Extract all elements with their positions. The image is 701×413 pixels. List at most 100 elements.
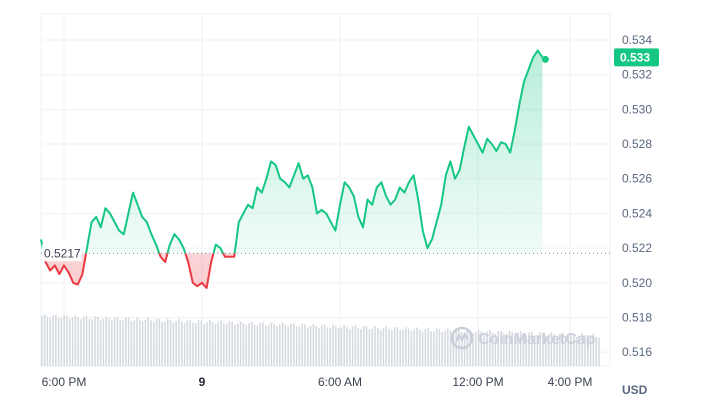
volume-bar: [242, 322, 245, 366]
volume-bar: [321, 325, 323, 366]
volume-bar: [584, 335, 586, 366]
volume-bar: [211, 322, 214, 366]
volume-bar: [217, 321, 219, 366]
volume-bar: [74, 315, 77, 366]
price-line-above-baseline: [40, 49, 544, 254]
volume-bar: [150, 320, 152, 366]
y-tick-label: 0.526: [622, 172, 652, 186]
volume-bar: [183, 323, 186, 366]
volume-bar: [374, 326, 376, 366]
volume-bar: [508, 330, 511, 366]
volume-bar: [178, 318, 180, 366]
volume-bar: [466, 329, 469, 366]
volume-bar: [256, 325, 259, 366]
volume-bar: [41, 316, 43, 366]
volume-bar: [564, 335, 567, 366]
x-tick-label: 9: [199, 375, 206, 389]
volume-bar: [388, 329, 390, 366]
volume-bar: [360, 329, 362, 366]
volume-bar: [94, 316, 96, 366]
volume-bar: [483, 333, 485, 366]
volume-bar: [192, 322, 194, 366]
volume-bar: [444, 330, 446, 366]
baseline-label: 0.5217: [44, 246, 81, 260]
volume-bar: [494, 333, 497, 366]
volume-bar: [309, 325, 312, 366]
volume-bar: [237, 323, 239, 366]
volume-bar: [223, 323, 225, 366]
volume-bar: [318, 327, 320, 366]
volume-bar: [402, 330, 404, 366]
y-tick-label: 0.522: [622, 241, 652, 255]
watermark: CoinMarketCap: [450, 326, 596, 350]
watermark-text: CoinMarketCap: [478, 331, 596, 348]
volume-bar: [413, 329, 415, 366]
volume-bar: [270, 322, 273, 366]
volume-bar: [259, 322, 261, 366]
volume-bar: [323, 324, 326, 366]
volume-bar: [477, 329, 480, 366]
baseline-layer: 0.5217: [41, 244, 610, 262]
volume-bar: [99, 319, 102, 366]
volume-bar: [553, 334, 555, 366]
volume-bar: [195, 322, 197, 366]
volume-bar: [570, 333, 572, 366]
volume-bar: [416, 327, 418, 366]
volume-bar: [399, 330, 401, 366]
volume-bar: [141, 321, 144, 366]
volume-bar: [463, 332, 466, 366]
volume-bar: [119, 319, 121, 366]
volume-bar: [200, 320, 203, 366]
volume-bar: [85, 315, 88, 366]
volume-bar: [46, 316, 49, 366]
volume-bar: [281, 322, 284, 366]
volume-bar: [158, 318, 161, 366]
volume-bar: [407, 328, 410, 366]
volume-bar: [273, 323, 275, 366]
volume-bar: [455, 330, 457, 366]
volume-bar: [197, 319, 200, 366]
volume-bar: [91, 319, 93, 366]
volume-bar: [525, 335, 527, 366]
volume-bar: [354, 325, 357, 366]
x-tick-label: 6:00 PM: [42, 375, 87, 389]
volume-bar: [43, 314, 46, 366]
volume-bar: [575, 336, 578, 366]
volume-bar: [430, 331, 432, 366]
volume-bar: [239, 321, 242, 366]
volume-bar: [377, 327, 379, 366]
volume-bar: [441, 332, 443, 366]
volume-bar: [60, 317, 63, 366]
x-tick-label: 4:00 PM: [548, 375, 593, 389]
volume-bar: [531, 331, 533, 366]
volume-bar: [80, 319, 82, 366]
volume-bar: [108, 318, 110, 366]
volume-bar: [573, 333, 575, 366]
volume-bar: [489, 330, 491, 366]
volume-bar: [578, 335, 581, 366]
volume-bar: [385, 326, 387, 366]
volume-bar: [139, 319, 141, 366]
volume-bar: [329, 327, 331, 366]
volume-bar: [396, 327, 399, 366]
volume-bar: [298, 326, 301, 366]
y-axis: 0.534 0.532 0.530 0.528 0.526 0.524 0.522 0.520…: [622, 33, 652, 359]
volume-bar: [116, 316, 119, 366]
volume-bar: [545, 335, 547, 366]
volume-bar: [172, 322, 175, 366]
volume-bar: [253, 324, 256, 366]
volume-bar: [111, 320, 113, 366]
volume-bar: [77, 317, 79, 366]
volume-bar: [164, 321, 166, 366]
volume-bar: [500, 330, 502, 366]
volume-bar: [447, 328, 449, 366]
volume-bar: [66, 316, 68, 366]
volume-bar: [497, 331, 499, 366]
volume-bar: [49, 318, 51, 366]
y-tick-label: 0.534: [622, 33, 652, 47]
volume-bar: [480, 331, 483, 366]
volume-bar: [421, 331, 424, 366]
volume-bar: [533, 334, 536, 366]
volume-bar: [88, 318, 91, 366]
current-price-badge-bg: [614, 48, 659, 67]
